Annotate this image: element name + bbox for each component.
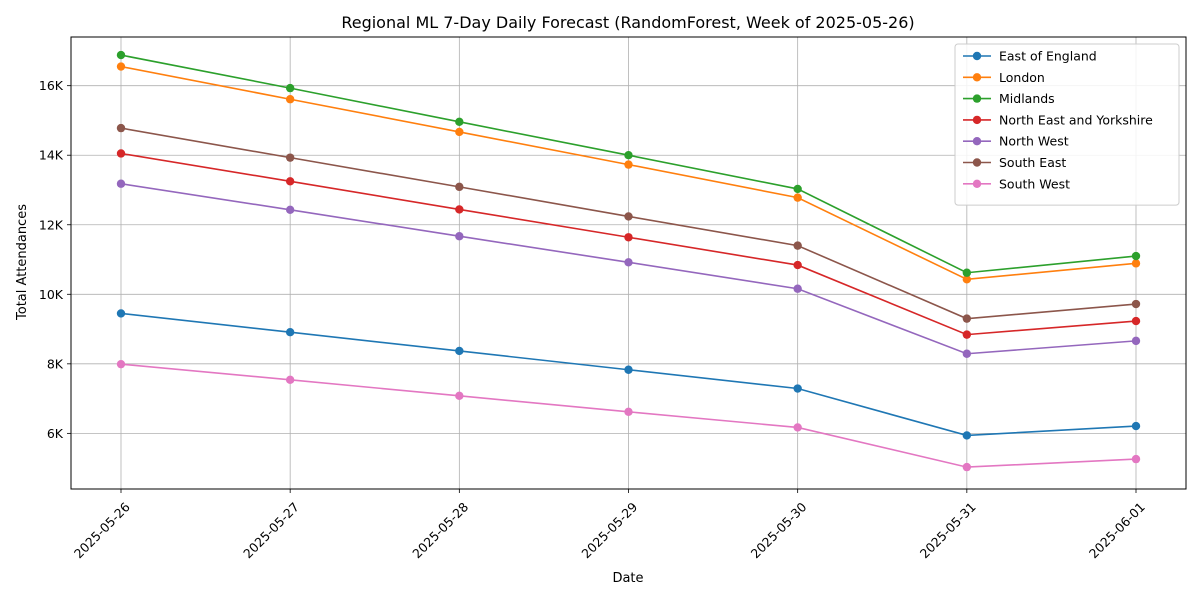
- legend-item: North East and Yorkshire: [963, 112, 1153, 127]
- data-point: [793, 260, 802, 270]
- data-point: [1131, 259, 1141, 268]
- legend-swatch-marker: [972, 137, 982, 146]
- data-point: [793, 241, 802, 250]
- legend-label: North West: [999, 134, 1069, 149]
- y-tick-label: 14K: [39, 148, 64, 163]
- x-tick-label: 2025-05-26: [71, 499, 133, 561]
- data-point: [624, 365, 633, 374]
- data-point: [455, 391, 464, 401]
- legend-item: South East: [963, 155, 1066, 170]
- data-point: [116, 149, 126, 158]
- legend-swatch-marker: [972, 94, 982, 103]
- data-point: [624, 151, 633, 160]
- legend-label: Midlands: [999, 91, 1055, 106]
- legend-item: Midlands: [963, 91, 1055, 106]
- legend-swatch-marker: [972, 158, 982, 167]
- series-north-east-and-yorkshire: [116, 149, 1141, 339]
- legend-swatch-marker: [972, 51, 982, 61]
- data-point: [624, 160, 633, 169]
- x-tick-label: 2025-05-31: [917, 499, 979, 561]
- data-point: [962, 330, 972, 339]
- legend-item: London: [963, 70, 1045, 85]
- data-point: [624, 233, 633, 242]
- data-point: [1131, 421, 1141, 431]
- data-point: [285, 83, 295, 93]
- series-south-east: [116, 123, 1141, 323]
- legend-label: North East and Yorkshire: [999, 112, 1153, 127]
- data-point: [1131, 454, 1141, 464]
- data-point: [1131, 336, 1141, 346]
- data-point: [116, 359, 126, 369]
- data-point: [285, 375, 295, 385]
- data-point: [962, 349, 972, 358]
- data-point: [116, 62, 126, 71]
- data-point: [455, 346, 464, 356]
- data-point: [455, 205, 464, 214]
- legend-swatch-marker: [972, 179, 982, 188]
- data-point: [285, 153, 295, 162]
- data-point: [285, 327, 295, 337]
- series-north-west: [116, 179, 1141, 358]
- data-point: [455, 117, 464, 127]
- legend-item: North West: [963, 134, 1069, 149]
- data-point: [285, 177, 295, 186]
- legend-item: East of England: [963, 49, 1097, 64]
- data-point: [962, 431, 972, 440]
- x-tick-label: 2025-05-30: [748, 499, 810, 561]
- data-point: [1131, 316, 1141, 326]
- data-point: [962, 268, 972, 277]
- legend-label: London: [999, 70, 1045, 85]
- data-point: [793, 284, 802, 293]
- data-point: [793, 423, 802, 432]
- data-point: [285, 95, 295, 104]
- data-point: [455, 127, 464, 137]
- data-point: [793, 193, 802, 202]
- series-midlands: [116, 50, 1141, 277]
- x-tick-label: 2025-05-29: [578, 499, 640, 561]
- legend-label: South East: [999, 155, 1066, 170]
- data-point: [455, 232, 464, 241]
- legend: East of England London Midlands North East …: [954, 43, 1180, 206]
- data-point: [624, 407, 633, 417]
- chart-title: Regional ML 7-Day Daily Forecast (Random…: [341, 13, 914, 32]
- series-group: [116, 50, 1141, 472]
- y-tick-label: 6K: [47, 426, 64, 441]
- data-point: [962, 462, 972, 472]
- x-tick-label: 2025-06-01: [1086, 499, 1148, 561]
- data-point: [793, 184, 802, 194]
- data-point: [962, 275, 972, 284]
- legend-item: South West: [963, 176, 1070, 191]
- data-point: [116, 309, 126, 318]
- legend-label: East of England: [999, 49, 1097, 64]
- data-point: [285, 205, 295, 215]
- data-point: [116, 50, 126, 60]
- legend-swatch-marker: [972, 115, 982, 125]
- data-point: [116, 123, 126, 133]
- data-point: [1131, 299, 1141, 309]
- series-london: [116, 62, 1141, 284]
- y-tick-label: 10K: [39, 287, 64, 302]
- legend-box: [954, 43, 1180, 206]
- y-tick-label: 12K: [39, 217, 64, 232]
- data-point: [116, 179, 126, 188]
- data-point: [624, 258, 633, 267]
- legend-label: South West: [999, 176, 1070, 191]
- series-east-of-england: [116, 309, 1141, 440]
- data-point: [962, 314, 972, 323]
- y-tick-label: 8K: [47, 356, 64, 371]
- y-tick-label: 16K: [39, 78, 64, 93]
- x-axis-label: Date: [612, 571, 643, 586]
- x-tick-label: 2025-05-27: [240, 499, 302, 561]
- series-south-west: [116, 359, 1141, 472]
- data-point: [1131, 251, 1141, 261]
- y-axis-label: Total Attendances: [15, 204, 30, 321]
- data-point: [793, 384, 802, 393]
- x-tick-label: 2025-05-28: [409, 499, 471, 561]
- legend-swatch-marker: [972, 73, 982, 82]
- data-point: [455, 182, 464, 192]
- data-point: [624, 212, 633, 221]
